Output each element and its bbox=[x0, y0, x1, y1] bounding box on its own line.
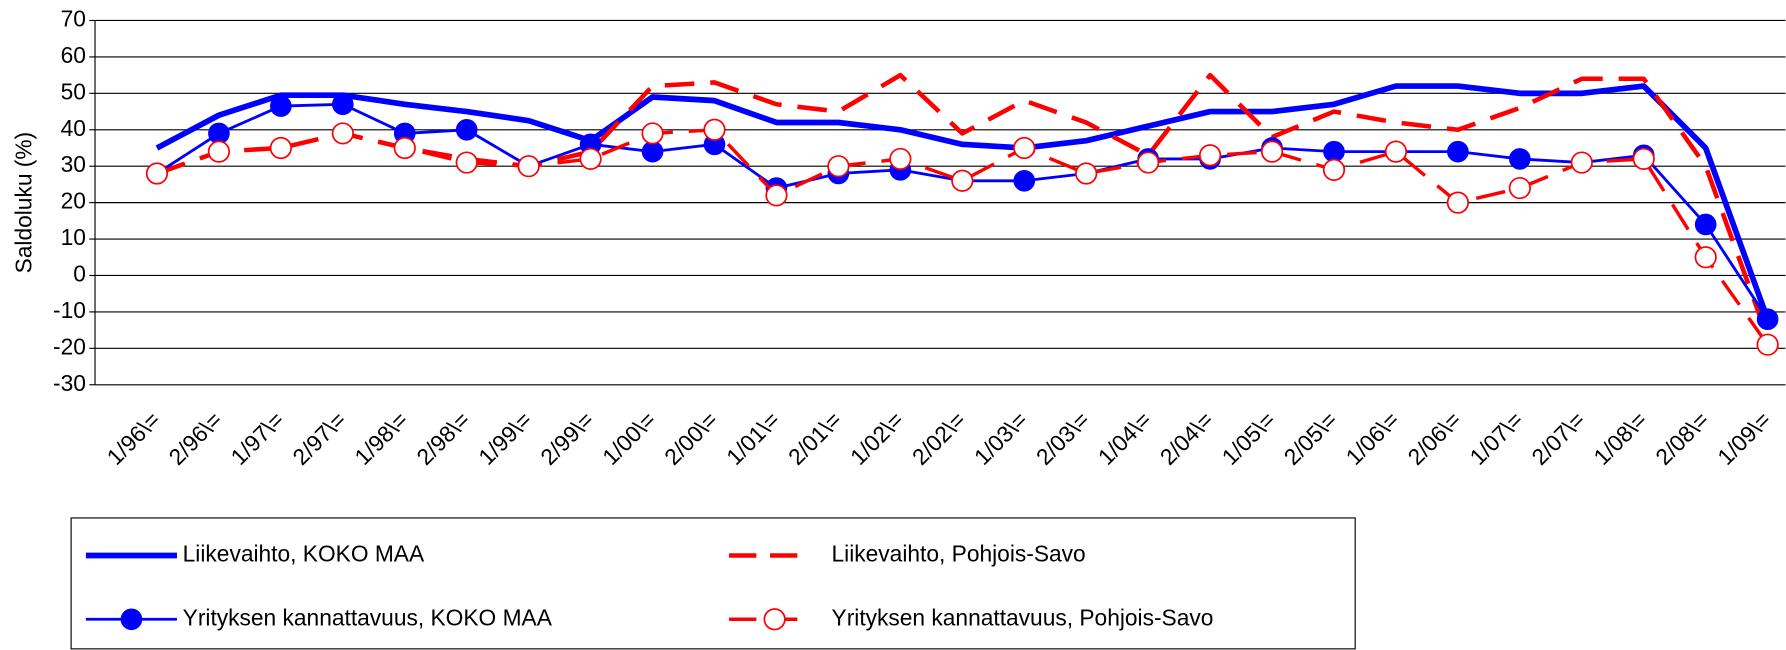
x-tick-label: 2/02\= bbox=[907, 406, 971, 470]
series-line bbox=[155, 83, 1771, 321]
x-tick-label: 1/09\= bbox=[1712, 406, 1776, 470]
data-point bbox=[393, 136, 416, 160]
data-point bbox=[1199, 144, 1222, 167]
data-point bbox=[1013, 169, 1036, 192]
x-tick-label: 1/04\= bbox=[1093, 406, 1157, 470]
x-tick-label: 2/07\= bbox=[1526, 406, 1590, 470]
data-point bbox=[1756, 308, 1779, 331]
series-line bbox=[156, 128, 1770, 346]
y-axis-label: Saldoluku (%) bbox=[11, 132, 37, 274]
data-point bbox=[331, 93, 354, 116]
data-point bbox=[331, 122, 354, 145]
series-line bbox=[156, 72, 1770, 339]
y-tick-label: -10 bbox=[53, 297, 86, 323]
data-point bbox=[455, 118, 478, 141]
data-point bbox=[1260, 140, 1284, 163]
legend-label: Liikevaihto, KOKO MAA bbox=[183, 541, 425, 567]
x-tick-label: 2/96\= bbox=[163, 406, 227, 470]
data-point bbox=[1509, 148, 1531, 170]
data-point bbox=[1756, 333, 1779, 356]
data-point bbox=[1137, 151, 1160, 174]
data-point bbox=[1632, 147, 1655, 171]
data-point bbox=[641, 122, 664, 145]
data-point bbox=[1508, 176, 1531, 200]
x-tick-label: 1/96\= bbox=[101, 406, 165, 470]
data-point bbox=[1570, 151, 1593, 174]
legend-marker bbox=[120, 608, 143, 631]
x-tick-label: 1/05\= bbox=[1217, 406, 1281, 470]
data-point bbox=[1013, 136, 1036, 160]
x-tick-label: 2/00\= bbox=[659, 406, 723, 470]
legend-label: Liikevaihto, Pohjois-Savo bbox=[832, 541, 1086, 567]
y-tick-label: -20 bbox=[53, 333, 86, 359]
x-tick-label: 1/99\= bbox=[473, 406, 537, 470]
x-tick-label: 2/03\= bbox=[1031, 406, 1095, 470]
data-point bbox=[1694, 246, 1717, 269]
x-tick-label: 2/06\= bbox=[1402, 406, 1466, 470]
x-tick-label: 1/06\= bbox=[1340, 406, 1404, 470]
y-tick-label: 10 bbox=[61, 224, 86, 250]
x-tick-label: 1/98\= bbox=[349, 406, 413, 470]
x-tick-label: 2/05\= bbox=[1279, 406, 1343, 470]
data-point bbox=[455, 151, 478, 174]
legend-box bbox=[70, 517, 1356, 650]
x-tick-label: 1/00\= bbox=[597, 406, 661, 470]
data-point bbox=[951, 169, 974, 192]
data-point bbox=[1075, 162, 1098, 185]
data-point bbox=[1446, 191, 1469, 214]
data-point bbox=[827, 155, 850, 178]
y-tick-label: 50 bbox=[61, 78, 86, 104]
y-tick-label: 40 bbox=[61, 115, 86, 141]
data-point bbox=[269, 136, 292, 160]
x-tick-label: 2/98\= bbox=[411, 406, 475, 470]
legend-marker bbox=[763, 608, 786, 631]
y-tick-label: 30 bbox=[61, 151, 86, 177]
y-tick-label: 60 bbox=[61, 42, 86, 68]
data-point bbox=[765, 184, 788, 207]
data-point bbox=[1322, 158, 1346, 181]
x-tick-label: 1/07\= bbox=[1464, 406, 1528, 470]
y-tick-label: 20 bbox=[61, 188, 86, 214]
data-point bbox=[889, 147, 912, 171]
x-tick-label: 2/01\= bbox=[783, 406, 847, 470]
x-tick-label: 1/02\= bbox=[845, 406, 909, 470]
x-tick-label: 1/97\= bbox=[225, 406, 289, 470]
x-tick-label: 2/08\= bbox=[1650, 406, 1714, 470]
x-tick-label: 1/03\= bbox=[969, 406, 1033, 470]
y-tick-label: 70 bbox=[61, 6, 86, 32]
x-tick-label: 2/97\= bbox=[287, 406, 351, 470]
x-tick-label: 1/01\= bbox=[721, 406, 785, 470]
y-tick-label: -30 bbox=[53, 370, 86, 396]
x-tick-label: 2/99\= bbox=[535, 406, 599, 470]
legend-label: Yrityksen kannattavuus, Pohjois-Savo bbox=[832, 604, 1214, 630]
legend-label: Yrityksen kannattavuus, KOKO MAA bbox=[183, 604, 553, 630]
data-point bbox=[1384, 140, 1408, 163]
data-point bbox=[1694, 213, 1717, 236]
x-tick-label: 1/08\= bbox=[1588, 406, 1652, 470]
data-point bbox=[579, 147, 602, 171]
data-point bbox=[270, 95, 292, 117]
data-point bbox=[517, 155, 540, 178]
data-point bbox=[703, 118, 726, 141]
data-point bbox=[145, 162, 169, 185]
data-point bbox=[207, 140, 231, 163]
data-point bbox=[1447, 140, 1469, 163]
y-tick-label: 0 bbox=[73, 260, 86, 286]
x-tick-label: 2/04\= bbox=[1155, 406, 1219, 470]
